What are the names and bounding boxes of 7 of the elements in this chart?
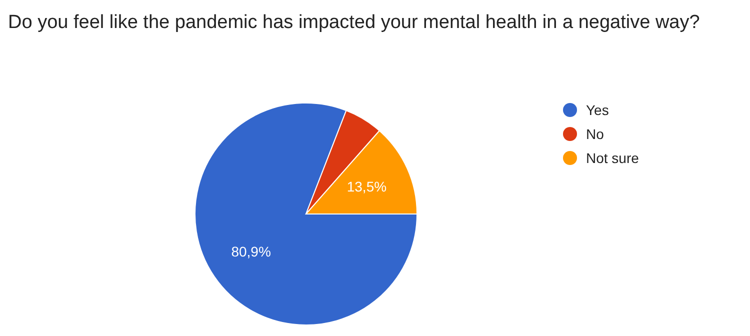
data-label: 80,9% xyxy=(231,244,271,260)
legend-label: Yes xyxy=(586,102,609,118)
legend-label: Not sure xyxy=(586,150,640,166)
chart-title: Do you feel like the pandemic has impacted your mental health in a negative way? xyxy=(8,12,700,33)
data-label: 13,5% xyxy=(346,178,387,194)
legend-label: No xyxy=(586,126,604,142)
pie-slice xyxy=(194,102,418,326)
